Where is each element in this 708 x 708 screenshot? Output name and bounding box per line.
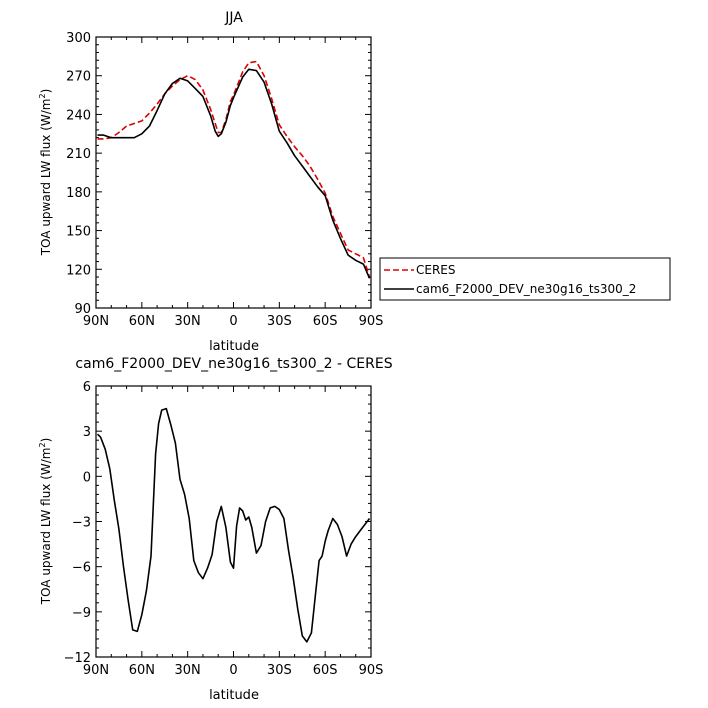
top-x-tick-label: 90S bbox=[359, 314, 384, 329]
bottom-x-axis-label: latitude bbox=[209, 688, 259, 703]
top-x-tick-label: 30S bbox=[267, 314, 292, 329]
bottom-y-tick-label: −6 bbox=[72, 561, 91, 576]
top-panel: JJA 90N 60N 30N 0 30S 60S 90S 90 120 150 180 210 240… bbox=[38, 10, 383, 354]
bottom-y-axis-label: TOA upward LW flux (W/m2) bbox=[38, 438, 53, 606]
top-x-tick-label: 60S bbox=[313, 314, 338, 329]
top-y-tick-label: 180 bbox=[66, 186, 91, 201]
top-y-tick-label: 240 bbox=[66, 108, 91, 123]
bottom-y-tick-label: −9 bbox=[72, 606, 91, 621]
bottom-series-lines bbox=[96, 407, 371, 643]
bottom-x-tick-label: 60N bbox=[129, 663, 155, 678]
bottom-series-line-0 bbox=[96, 407, 371, 643]
top-x-tick-label: 30N bbox=[175, 314, 201, 329]
bottom-x-tick-label: 60S bbox=[313, 663, 338, 678]
top-y-tick-label: 300 bbox=[66, 31, 91, 46]
bottom-plot-frame bbox=[95, 385, 372, 658]
bottom-panel: cam6_F2000_DEV_ne30g16_ts300_2 - CERES 9… bbox=[38, 356, 393, 703]
bottom-ticks: 90N 60N 30N 0 30S 60S 90S −12 −9 −6 −3 0 3 6 bbox=[64, 380, 384, 678]
bottom-x-tick-label: 30N bbox=[175, 663, 201, 678]
top-y-axis-label: TOA upward LW flux (W/m2) bbox=[38, 89, 53, 257]
bottom-chart-title: cam6_F2000_DEV_ne30g16_ts300_2 - CERES bbox=[75, 356, 392, 372]
top-y-tick-label: 120 bbox=[66, 263, 91, 278]
bottom-x-tick-label: 0 bbox=[229, 663, 237, 678]
bottom-y-tick-label: 6 bbox=[83, 380, 91, 395]
legend-label-ceres: CERES bbox=[416, 263, 456, 277]
top-y-tick-label: 270 bbox=[66, 70, 91, 85]
top-x-tick-label: 0 bbox=[229, 314, 237, 329]
top-series-line-ceres bbox=[97, 60, 371, 278]
legend-box bbox=[379, 257, 671, 301]
top-x-tick-label: 90N bbox=[83, 314, 109, 329]
top-chart-title: JJA bbox=[224, 10, 243, 26]
top-x-tick-label: 60N bbox=[129, 314, 155, 329]
bottom-x-tick-label: 30S bbox=[267, 663, 292, 678]
legend-label-model: cam6_F2000_DEV_ne30g16_ts300_2 bbox=[416, 282, 636, 296]
top-y-tick-label: 210 bbox=[66, 147, 91, 162]
top-series-line-cam6-f2000-dev-ne30g16-ts300-2 bbox=[97, 68, 371, 279]
bottom-y-tick-label: 0 bbox=[83, 470, 91, 485]
top-ticks: 90N 60N 30N 0 30S 60S 90S 90 120 150 180 210 240 270 3… bbox=[66, 31, 383, 329]
top-plot-frame bbox=[95, 36, 372, 309]
top-x-axis-label: latitude bbox=[209, 339, 259, 354]
bottom-x-tick-label: 90N bbox=[83, 663, 109, 678]
bottom-y-tick-label: −12 bbox=[64, 651, 91, 666]
top-series-lines bbox=[97, 60, 371, 279]
legend: CERES cam6_F2000_DEV_ne30g16_ts300_2 bbox=[379, 257, 671, 301]
top-y-tick-label: 90 bbox=[74, 302, 91, 317]
bottom-x-tick-label: 90S bbox=[359, 663, 384, 678]
bottom-y-tick-label: −3 bbox=[72, 516, 91, 531]
top-y-tick-label: 150 bbox=[66, 225, 91, 240]
bottom-y-tick-label: 3 bbox=[83, 425, 91, 440]
